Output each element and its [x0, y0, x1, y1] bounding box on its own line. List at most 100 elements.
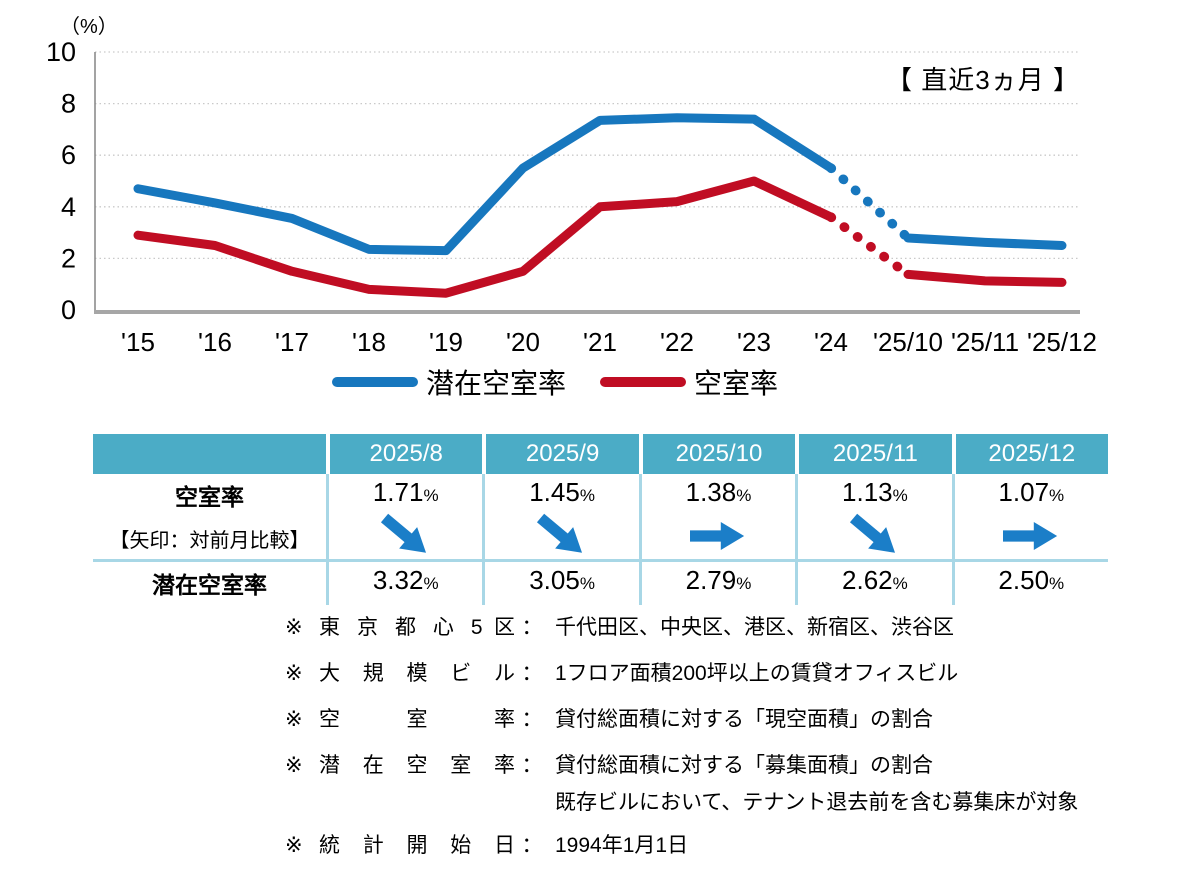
table-cell-potential: 2.62% [795, 559, 952, 605]
arrow-legend-note: 【矢印：対前月比較】 [109, 530, 310, 552]
table-cell-potential: 2.50% [951, 559, 1108, 605]
series-line-0-dotted [826, 163, 913, 243]
footnote-large-buildings: ※ 大 規 模 ビ ル ： 1フロア面積200坪以上の賃貸オフィスビル [285, 658, 1078, 689]
table-header-empty [93, 434, 326, 474]
series-line-0-solid-left [133, 113, 836, 256]
footnote-potential-vacancy-cont: 既存ビルにおいて、テナント退去前を含む募集床が対象 [555, 791, 1079, 814]
vacancy-value: 1.07 [998, 477, 1050, 507]
table-cell-potential: 3.05% [482, 559, 639, 605]
trend-arrow-icon [690, 515, 746, 557]
table-header-month: 2025/9 [482, 434, 639, 474]
y-tick-label: 2 [61, 243, 76, 273]
table-header-month: 2025/10 [638, 434, 796, 474]
footnote-vacancy-rate-def: ※ 空 室 率 ： 貸付総面積に対する「現空面積」の割合 [285, 704, 1078, 735]
footnote-label: 大 規 模 ビ ル [319, 662, 515, 685]
footnote-colon: ： [521, 616, 543, 639]
footnote-colon: ： [521, 662, 543, 685]
row-label-main: 潜在空室率 [152, 572, 267, 598]
footnote-colon: ： [521, 708, 543, 731]
footnote-label: 統 計 開 始 日 [319, 834, 515, 857]
trend-arrow-icon [534, 513, 590, 557]
percent-sign: % [892, 486, 908, 505]
table-cell-potential: 2.79% [638, 559, 796, 605]
table-header-month: 2025/11 [795, 434, 952, 474]
x-tick-label: '16 [198, 327, 232, 357]
vacancy-rate-chart: （%） 0 2 4 6 8 10 '15 '16 '17 '18 '19 '20 '21 '22 '23 '2… [0, 0, 1200, 430]
percent-sign: % [579, 486, 595, 505]
footnote-colon: ： [521, 754, 543, 777]
table-header-month: 2025/12 [951, 434, 1108, 474]
footnote-marker: ※ [285, 708, 303, 731]
legend-item-vacancy: 空室率 [600, 362, 778, 402]
footnote-statistics-start: ※ 統 計 開 始 日 ： 1994年1月1日 [285, 830, 1078, 861]
footnote-desc: 1フロア面積200坪以上の賃貸オフィスビル [555, 662, 959, 685]
footnote-label: 潜 在 空 室 率 [319, 754, 515, 777]
footnote-tokyo-5-wards: ※ 東 京 都 心 5 区 ： 千代田区、中央区、港区、新宿区、渋谷区 [285, 612, 1078, 643]
vacancy-value: 1.71 [372, 477, 424, 507]
legend-label: 空室率 [694, 368, 779, 399]
x-tick-label: '21 [583, 327, 617, 357]
potential-vacancy-value: 2.62 [842, 565, 893, 595]
legend-item-potential-vacancy: 潜在空室率 [331, 362, 566, 402]
x-tick-label: '18 [352, 327, 386, 357]
vacancy-value: 1.45 [529, 477, 580, 507]
percent-sign: % [423, 486, 439, 505]
x-tick-label: '19 [429, 327, 463, 357]
table-cell-vacancy: 1.07% [951, 474, 1108, 559]
table-cell-potential: 3.32% [326, 559, 483, 605]
table-cell-vacancy: 1.13% [795, 474, 951, 559]
y-tick-label: 4 [61, 192, 76, 222]
potential-vacancy-value: 3.05 [529, 565, 580, 595]
line-chart-canvas: 0 2 4 6 8 10 '15 '16 '17 '18 '19 '20 '21 '22 '23 '24 '25… [46, 37, 1097, 357]
x-tick-label: '22 [660, 327, 694, 357]
percent-sign: % [579, 574, 595, 593]
y-tick-label: 0 [61, 295, 76, 325]
legend-label: 潜在空室率 [425, 368, 566, 399]
trend-arrow-icon [847, 513, 903, 557]
vacancy-value: 1.38 [685, 477, 737, 507]
table-header-month: 2025/8 [326, 434, 483, 474]
footnote-marker: ※ [285, 662, 303, 685]
percent-sign: % [736, 486, 752, 505]
x-tick-label: '15 [121, 327, 155, 357]
series-line-1-dotted [826, 212, 913, 280]
x-tick-label: '25/11 [951, 327, 1019, 357]
percent-sign: % [892, 574, 908, 593]
percent-sign: % [736, 574, 752, 593]
x-tick-label: '25/10 [873, 327, 943, 357]
y-tick-label: 6 [61, 140, 76, 170]
x-tick-label: '23 [737, 327, 771, 357]
row-label-main: 空室率 [175, 484, 244, 510]
potential-vacancy-value: 3.32 [372, 565, 424, 595]
x-tick-label: '24 [814, 327, 848, 357]
footnote-marker: ※ [285, 834, 303, 857]
monthly-summary-table: 2025/8 2025/9 2025/10 2025/11 2025/12 空室… [93, 434, 1108, 605]
footnote-label: 東 京 都 心 5 区 [319, 616, 515, 639]
trend-arrow-icon [378, 513, 434, 557]
percent-sign: % [423, 574, 439, 593]
footnote-label: 空 室 率 [319, 708, 515, 731]
footnote-marker: ※ [285, 754, 303, 777]
x-tick-label: '17 [275, 327, 309, 357]
percent-sign: % [1049, 574, 1065, 593]
footnote-desc: 千代田区、中央区、港区、新宿区、渋谷区 [555, 616, 954, 639]
y-axis-unit-label: （%） [60, 16, 118, 38]
y-tick-label: 8 [61, 89, 76, 119]
series-line-1-solid-right [903, 269, 1067, 287]
footnote-desc: 貸付総面積に対する「現空面積」の割合 [555, 708, 933, 731]
table-cell-vacancy: 1.71% [326, 474, 482, 559]
footnotes-block: ※ 東 京 都 心 5 区 ： 千代田区、中央区、港区、新宿区、渋谷区 ※ 大 規 模 … [285, 612, 1078, 873]
row-label-vacancy-rate: 空室率 【矢印：対前月比較】 [93, 474, 326, 559]
legend-swatch-red-line [600, 377, 686, 387]
table-cell-vacancy: 1.45% [482, 474, 638, 559]
potential-vacancy-value: 2.50 [998, 565, 1050, 595]
x-tick-label: '20 [506, 327, 540, 357]
footnote-potential-vacancy-def: ※ 潜 在 空 室 率 ： 貸付総面積に対する「募集面積」の割合 [285, 750, 1078, 781]
row-label-potential-vacancy-rate: 潜在空室率 [93, 559, 326, 605]
percent-sign: % [1049, 486, 1065, 505]
footnote-colon: ： [521, 834, 543, 857]
trend-arrow-icon [1003, 515, 1059, 557]
table-cell-vacancy: 1.38% [638, 474, 795, 559]
footnote-marker: ※ [285, 616, 303, 639]
